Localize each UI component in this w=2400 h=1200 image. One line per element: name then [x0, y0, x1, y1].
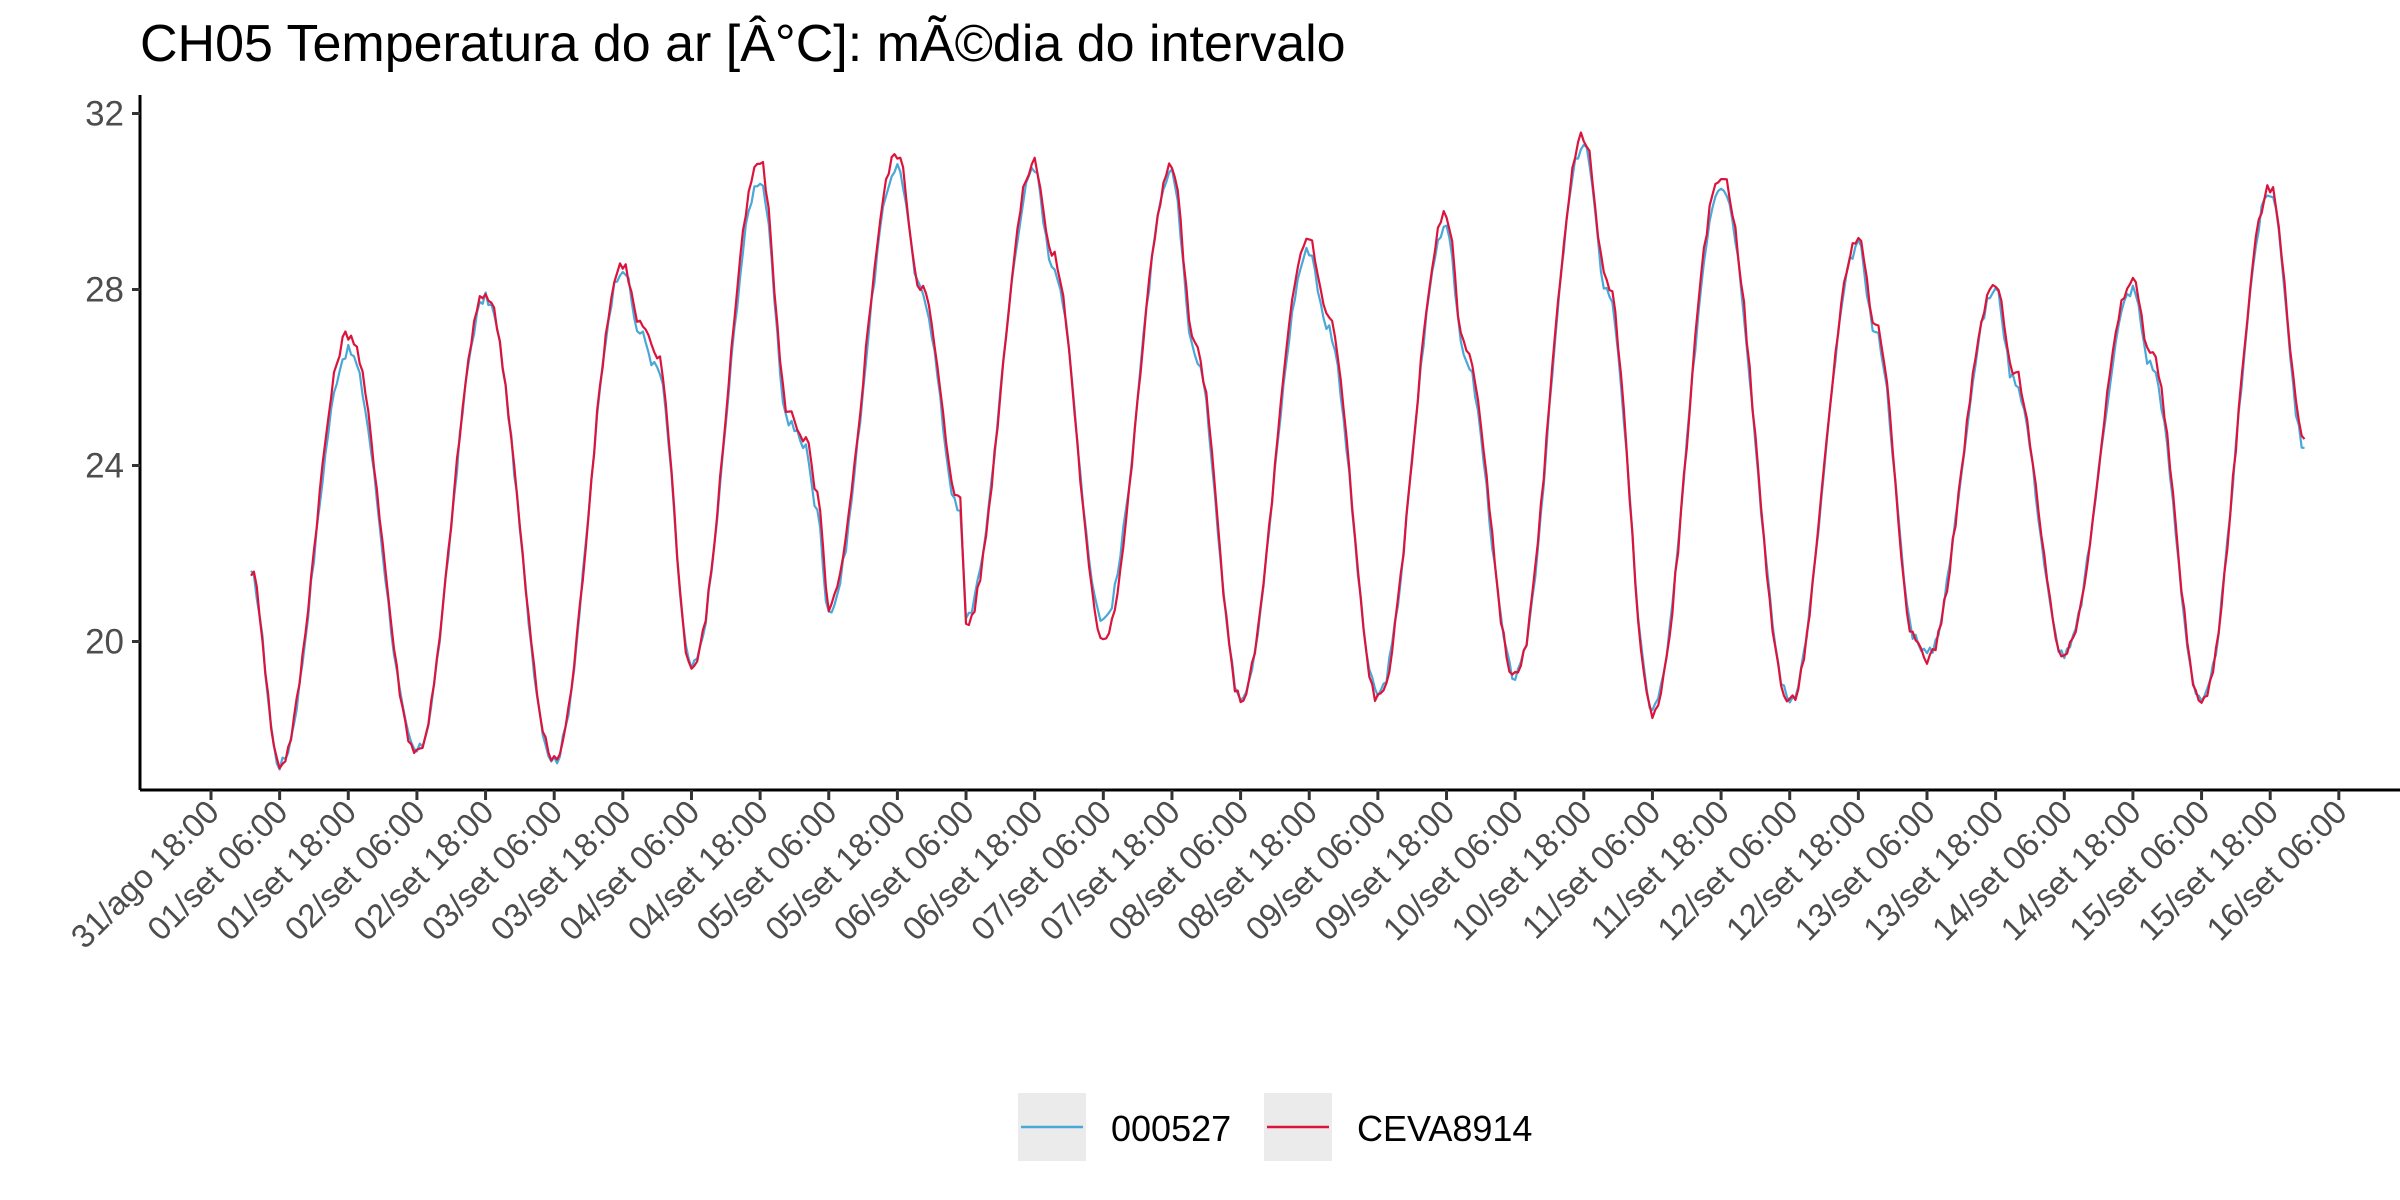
series-line-000527	[250, 143, 2305, 771]
legend: 000527 CEVA8914	[1018, 1093, 1532, 1161]
series-layer	[250, 131, 2306, 771]
y-tick-label: 32	[85, 95, 124, 134]
y-tick-label: 28	[85, 271, 124, 310]
chart-title: CH05 Temperatura do ar [Â°C]: mÃ©dia do …	[140, 15, 1346, 73]
axes-layer	[138, 95, 2400, 792]
legend-item-000527: 000527	[1018, 1093, 1231, 1161]
y-tick-label: 20	[85, 623, 124, 662]
legend-label-ceva8914: CEVA8914	[1357, 1108, 1532, 1149]
legend-label-000527: 000527	[1111, 1108, 1231, 1149]
legend-item-ceva8914: CEVA8914	[1264, 1093, 1532, 1161]
y-axis-ticks: 20 24 28 32	[85, 95, 140, 662]
series-line-ceva8914	[250, 131, 2306, 770]
y-tick-label: 24	[85, 447, 124, 486]
